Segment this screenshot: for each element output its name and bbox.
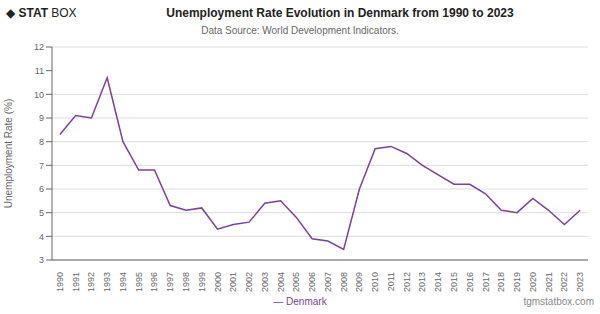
svg-text:2000: 2000 (213, 272, 223, 292)
svg-text:1994: 1994 (118, 272, 128, 292)
svg-text:2009: 2009 (354, 272, 364, 292)
svg-text:Unemployment Rate (%): Unemployment Rate (%) (8, 99, 14, 208)
svg-text:2022: 2022 (559, 272, 569, 292)
svg-text:1991: 1991 (71, 272, 81, 292)
svg-text:10: 10 (34, 90, 44, 100)
svg-text:9: 9 (39, 113, 44, 123)
html-text:— Denmark: — Denmark (273, 296, 327, 307)
svg-text:4: 4 (39, 232, 44, 242)
svg-text:2016: 2016 (465, 272, 475, 292)
svg-text:2020: 2020 (528, 272, 538, 292)
svg-text:2015: 2015 (449, 272, 459, 292)
svg-text:1993: 1993 (102, 272, 112, 292)
svg-text:1999: 1999 (197, 272, 207, 292)
html-text:Unemployment Rate Evolution in: Unemployment Rate Evolution in Denmark f… (166, 6, 514, 20)
html-text:tgmstatbox.com: tgmstatbox.com (523, 296, 594, 307)
svg-text:2021: 2021 (544, 272, 554, 292)
svg-text:2007: 2007 (323, 272, 333, 292)
svg-text:2023: 2023 (575, 272, 585, 292)
svg-text:1998: 1998 (181, 272, 191, 292)
svg-text:2018: 2018 (496, 272, 506, 292)
svg-text:2010: 2010 (370, 272, 380, 292)
svg-text:2005: 2005 (291, 272, 301, 292)
svg-text:1997: 1997 (165, 272, 175, 292)
html-text:◆ STAT BOX: ◆ STAT BOX (6, 6, 77, 20)
svg-text:1992: 1992 (86, 272, 96, 292)
svg-text:5: 5 (39, 208, 44, 218)
svg-text:1995: 1995 (134, 272, 144, 292)
svg-text:2011: 2011 (386, 272, 396, 291)
svg-text:2017: 2017 (481, 272, 491, 292)
svg-text:2006: 2006 (307, 272, 317, 292)
svg-text:8: 8 (39, 137, 44, 147)
svg-text:2001: 2001 (228, 272, 238, 292)
svg-text:2012: 2012 (402, 272, 412, 292)
svg-text:3: 3 (39, 255, 44, 265)
svg-text:2013: 2013 (417, 272, 427, 292)
svg-text:12: 12 (34, 42, 44, 52)
svg-text:2008: 2008 (339, 272, 349, 292)
svg-text:1990: 1990 (55, 272, 65, 292)
svg-text:7: 7 (39, 161, 44, 171)
svg-text:2019: 2019 (512, 272, 522, 292)
svg-text:1996: 1996 (149, 272, 159, 292)
svg-text:2014: 2014 (433, 272, 443, 292)
svg-text:2003: 2003 (260, 272, 270, 292)
svg-text:6: 6 (39, 184, 44, 194)
html-text:Data Source: World Development: Data Source: World Development Indicator… (201, 25, 399, 36)
svg-text:2002: 2002 (244, 272, 254, 292)
svg-text:2004: 2004 (276, 272, 286, 292)
svg-text:11: 11 (35, 66, 44, 76)
